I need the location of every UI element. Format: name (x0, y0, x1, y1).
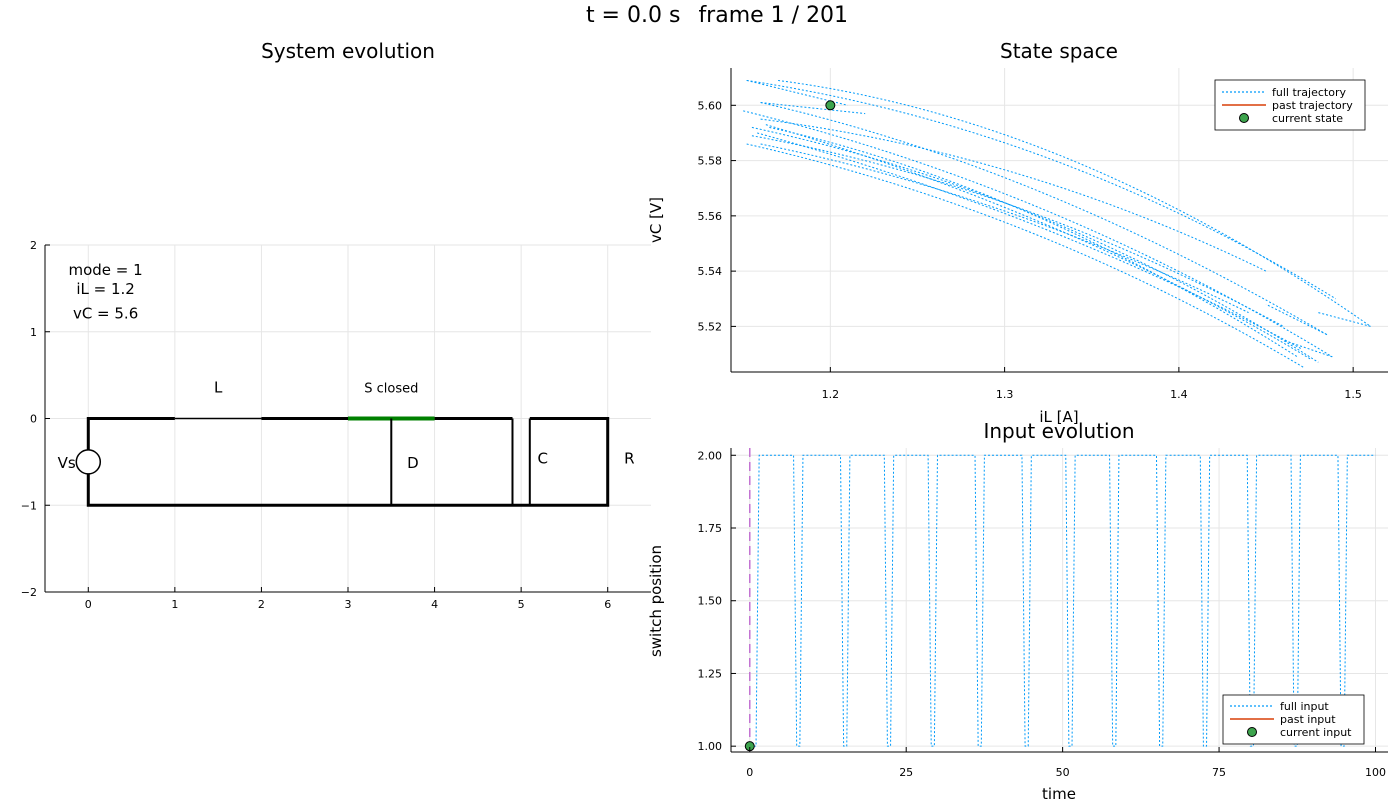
diode-label: D (407, 454, 419, 472)
trajectory-arc-3 (751, 126, 1319, 363)
info-il: iL = 1.2 (76, 280, 134, 298)
input-ytick-label-3: 1.75 (698, 522, 723, 535)
state-space-xlabel: iL [A] (1039, 408, 1078, 426)
input-xtick-label-1: 25 (899, 766, 913, 779)
wire-loop-bottom (86, 417, 610, 507)
input-evolution-panel: Input evolution 0 25 50 75 100 1.00 1.25 1.50 1.… (647, 419, 1388, 800)
system-ytick-label-4: 2 (30, 239, 37, 252)
input-panel-title: Input evolution (983, 419, 1134, 443)
figure-suptitle: t = 0.0 s frame 1 / 201 (586, 3, 848, 28)
trajectory-arc-6 (751, 135, 1284, 327)
current-state-marker (825, 100, 836, 111)
wire-left-top (86, 417, 175, 454)
state-space-tick-labels: 1.2 1.3 1.4 1.5 5.52 5.54 5.56 5.58 5.60 (698, 99, 1362, 401)
input-xtick-label-4: 100 (1365, 766, 1386, 779)
circuit-labels: L S closed Vs D C R (58, 378, 635, 471)
state-space-ylabel: vC [V] (647, 197, 665, 243)
state-space-ytick-label-1: 5.54 (698, 265, 723, 278)
input-ytick-label-4: 2.00 (698, 449, 723, 462)
info-vc: vC = 5.6 (73, 304, 138, 322)
legend-past-trajectory: past trajectory (1272, 99, 1353, 112)
system-axes (44, 244, 651, 593)
trajectory-arc-0 (777, 79, 1371, 327)
state-space-ytick-label-3: 5.58 (698, 155, 723, 168)
suptitle-time: t = 0.0 s (586, 3, 681, 28)
system-xtick-label-1: 1 (171, 598, 178, 611)
system-ytick-label-3: 1 (30, 326, 37, 339)
trajectory-connector-2 (1283, 339, 1333, 358)
resistor-label: R (624, 450, 634, 468)
input-ytick-label-2: 1.50 (698, 595, 723, 608)
input-xtick-label-3: 75 (1212, 766, 1226, 779)
legend-current-input: current input (1280, 726, 1352, 739)
suptitle-frame: frame 1 / 201 (698, 3, 848, 28)
inductor-label: L (214, 378, 223, 396)
state-space-legend: full trajectory past trajectory current … (1214, 79, 1366, 131)
state-space-xtick-label-0: 1.2 (822, 388, 840, 401)
state-space-ytick-label-0: 5.52 (698, 320, 723, 333)
legend-past-input: past input (1280, 713, 1336, 726)
input-xtick-label-2: 50 (1056, 766, 1070, 779)
system-xtick-label-4: 4 (431, 598, 438, 611)
full-input-line (749, 454, 1376, 747)
input-tick-labels: 0 25 50 75 100 1.00 1.25 1.50 1.75 2.00 (698, 449, 1386, 779)
input-xlabel: time (1042, 785, 1076, 800)
input-xtick-label-0: 0 (746, 766, 753, 779)
legend-full-input: full input (1280, 700, 1329, 713)
state-space-ytick-label-4: 5.60 (698, 99, 723, 112)
trajectory-arc-11 (765, 124, 1312, 360)
trajectory-connector-0 (746, 79, 848, 106)
state-space-xtick-label-1: 1.3 (996, 388, 1014, 401)
system-info-text: mode = 1 iL = 1.2 vC = 5.6 (69, 261, 143, 322)
info-mode: mode = 1 (69, 261, 143, 279)
state-space-ytick-label-2: 5.56 (698, 210, 723, 223)
input-legend: full input past input current input (1222, 694, 1365, 745)
system-xtick-label-6: 6 (604, 598, 611, 611)
trajectory-arc-7 (760, 118, 1267, 272)
system-xtick-label-3: 3 (345, 598, 352, 611)
legend-current-state-swatch (1239, 113, 1249, 123)
input-legend-box (1222, 694, 1365, 745)
circuit-diagram (75, 416, 610, 507)
system-xtick-label-2: 2 (258, 598, 265, 611)
switch-label: S closed (364, 381, 418, 396)
system-xtick-label-0: 0 (85, 598, 92, 611)
system-evolution-panel: System evolution 0 1 2 3 4 5 6 −2 −1 0 1 2 mode = 1… (21, 39, 651, 611)
trajectory-arc-9 (757, 132, 1302, 349)
input-ytick-label-1: 1.25 (698, 667, 723, 680)
trajectory-connector-3 (1318, 312, 1371, 327)
input-axes (730, 448, 1388, 753)
voltage-source-icon (75, 449, 102, 475)
input-ylabel: switch position (647, 545, 665, 657)
source-label: Vs (58, 454, 76, 472)
system-ytick-label-1: −1 (21, 499, 37, 512)
legend-current-state: current state (1272, 112, 1343, 125)
trajectory-arc-10 (760, 143, 1249, 314)
capacitor-label: C (538, 450, 548, 468)
trajectory-connector-1 (760, 102, 866, 115)
trajectory-arc-8 (769, 126, 1298, 358)
trajectory-connector-4 (1265, 303, 1328, 336)
legend-current-input-swatch (1247, 727, 1257, 737)
trajectory-arc-2 (743, 110, 1333, 358)
trajectory-arc-1 (746, 79, 1336, 300)
input-ytick-label-0: 1.00 (698, 740, 723, 753)
state-space-axes (730, 68, 1388, 373)
trajectory-arc-4 (746, 143, 1305, 369)
state-space-panel: State space 1.2 1.3 1.4 1.5 5.52 5.54 5.56 5.58… (647, 39, 1388, 426)
system-panel-title: System evolution (261, 39, 435, 63)
system-tick-labels: 0 1 2 3 4 5 6 −2 −1 0 1 2 (21, 239, 611, 611)
state-space-title: State space (1000, 39, 1118, 63)
state-space-xtick-label-2: 1.4 (1170, 388, 1188, 401)
state-space-data (743, 79, 1371, 369)
trajectory-arc-5 (760, 102, 1328, 336)
system-ytick-label-2: 0 (30, 413, 37, 426)
legend-full-trajectory: full trajectory (1272, 86, 1346, 99)
system-xtick-label-5: 5 (518, 598, 525, 611)
state-space-xtick-label-3: 1.5 (1344, 388, 1362, 401)
system-ytick-label-0: −2 (21, 586, 37, 599)
